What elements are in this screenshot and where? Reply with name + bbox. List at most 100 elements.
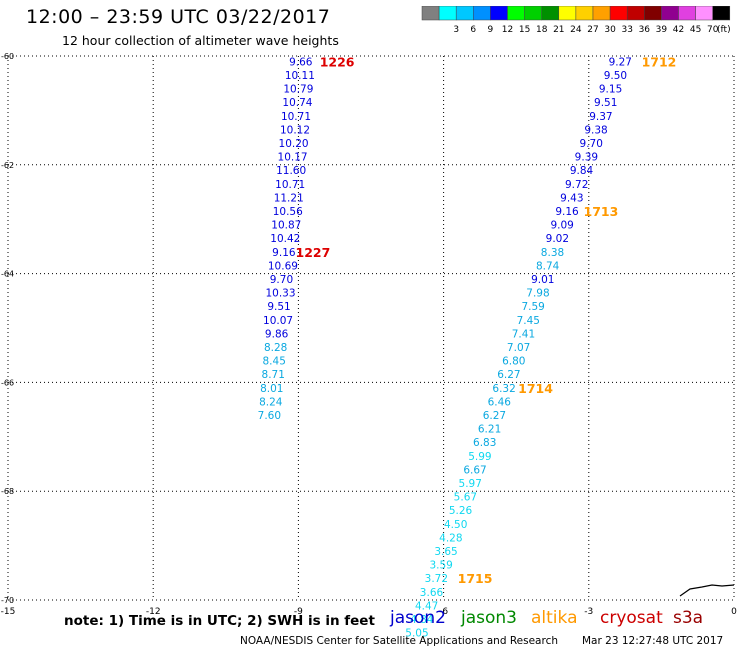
y-tick-label: -62	[1, 161, 14, 170]
wave-height-value: 5.67	[454, 492, 477, 504]
wave-height-value: 4.47	[415, 600, 438, 612]
legend-tick-label: 9	[488, 25, 494, 35]
wave-height-value: 4.50	[444, 519, 467, 531]
wave-height-value: 6.80	[502, 356, 525, 368]
wave-height-value: 3.59	[429, 560, 452, 572]
pass-time-label: 1227	[296, 245, 331, 260]
legend-tick-label: 21	[553, 25, 564, 35]
wave-height-value: 7.41	[512, 328, 535, 340]
wave-height-value: 8.71	[262, 369, 285, 381]
x-tick-label: -15	[1, 607, 16, 617]
wave-height-value: 5.26	[449, 505, 473, 517]
footer-note: note: 1) Time is in UTC; 2) SWH is in fe…	[64, 613, 375, 629]
wave-height-value: 7.45	[517, 315, 540, 327]
wave-height-value: 10.33	[265, 288, 295, 300]
y-tick-label: -70	[1, 596, 14, 605]
pass-time-label: 1713	[584, 204, 619, 219]
wave-height-value: 6.46	[488, 396, 512, 408]
wave-height-value: 10.74	[282, 97, 312, 109]
wave-height-value: 8.74	[536, 260, 560, 272]
satellite-label-jason2: jason2	[390, 608, 446, 628]
wave-height-value: 7.59	[521, 301, 544, 313]
wave-height-value: 9.38	[584, 124, 607, 136]
legend-tick-label: 39	[656, 25, 668, 35]
wave-height-value: 6.27	[497, 369, 520, 381]
legend-tick-label: 45	[690, 25, 701, 35]
legend-tick-label: 12	[502, 25, 513, 35]
legend-tick-label: 33	[621, 25, 632, 35]
wave-height-value: 5.99	[468, 451, 491, 463]
wave-height-value: 10.20	[279, 138, 309, 150]
wave-height-value: 3.72	[425, 573, 448, 585]
wave-height-value: 9.70	[580, 138, 603, 150]
wave-height-value: 9.51	[267, 301, 290, 313]
wave-height-value: 4.84	[410, 614, 434, 626]
wave-height-value: 7.98	[526, 288, 549, 300]
wave-height-value: 10.56	[273, 206, 303, 218]
y-tick-label: -64	[1, 270, 14, 279]
wave-height-value: 10.42	[270, 233, 300, 245]
wave-height-value: 10.17	[278, 152, 308, 164]
pass-time-label: 1714	[518, 381, 553, 396]
footer-credit: NOAA/NESDIS Center for Satellite Applica…	[240, 635, 558, 647]
wave-height-value: 3.65	[434, 546, 457, 558]
satellite-label-cryosat: cryosat	[600, 608, 663, 628]
chart-title: 12:00 – 23:59 UTC 03/22/2017	[26, 6, 331, 28]
satellite-label-s3a: s3a	[673, 608, 704, 628]
chart-subtitle: 12 hour collection of altimeter wave hei…	[62, 33, 339, 48]
coastline	[679, 584, 735, 597]
satellite-label-altika: altika	[531, 608, 578, 628]
wave-height-value: 6.32	[492, 383, 515, 395]
y-tick-label: -60	[1, 52, 14, 61]
legend-tick-label: 27	[587, 25, 598, 35]
wave-height-value: 9.01	[531, 274, 554, 286]
legend-tick-label: 30	[604, 25, 616, 35]
wave-height-value: 5.97	[459, 478, 482, 490]
wave-height-value: 8.45	[263, 356, 286, 368]
legend-tick-label: 3	[453, 25, 459, 35]
wave-height-value: 9.84	[570, 165, 594, 177]
legend-tick-label: 36	[639, 25, 651, 35]
pass-time-label: 1226	[320, 54, 355, 69]
wave-height-value: 10.71	[275, 179, 305, 191]
wave-height-value: 9.27	[609, 56, 632, 68]
wave-height-value: 9.70	[270, 274, 293, 286]
wave-height-value: 9.43	[560, 192, 583, 204]
wave-height-value: 9.16	[272, 247, 296, 259]
legend-tick-label: 24	[570, 25, 582, 35]
pass-time-label: 1712	[642, 54, 677, 69]
wave-height-value: 6.67	[463, 464, 486, 476]
color-legend: 3 6 9 12 15 18 21 24 27 30 33 36 39 42 45 70(ft)	[421, 6, 731, 35]
wave-height-value: 8.38	[541, 247, 564, 259]
wave-height-value: 9.16	[555, 206, 579, 218]
wave-height-value: 10.79	[283, 84, 313, 96]
legend-tick-label: 6	[470, 25, 476, 35]
wave-height-value: 9.66	[289, 56, 313, 68]
legend-tick-label: 70	[707, 25, 719, 35]
wave-height-value: 9.86	[265, 328, 289, 340]
wave-height-value: 9.39	[575, 152, 598, 164]
wave-height-value: 6.21	[478, 424, 501, 436]
pass-time-label: 1715	[458, 571, 493, 586]
wave-height-value: 5.05	[405, 628, 428, 640]
legend-tick-label: 42	[673, 25, 684, 35]
wave-height-value: 8.24	[259, 396, 283, 408]
wave-height-value: 11.21	[274, 192, 304, 204]
wave-height-value: 10.07	[263, 315, 293, 327]
wave-height-value: 8.01	[260, 383, 283, 395]
x-tick-label: -3	[584, 607, 593, 617]
wave-height-value: 9.51	[594, 97, 617, 109]
wave-height-value: 9.72	[565, 179, 588, 191]
y-tick-label: -68	[1, 487, 14, 496]
wave-height-value: 6.27	[483, 410, 506, 422]
wave-height-value: 6.83	[473, 437, 496, 449]
legend-unit-label: (ft)	[717, 25, 731, 35]
wave-height-value: 10.69	[268, 260, 298, 272]
legend-swatch	[712, 6, 731, 21]
x-tick-label: -6	[439, 607, 448, 617]
wave-height-value: 7.60	[258, 410, 281, 422]
wave-height-value: 3.66	[420, 587, 444, 599]
x-tick-label: -9	[294, 607, 303, 617]
wave-height-value: 9.02	[546, 233, 569, 245]
wave-height-value: 8.28	[264, 342, 287, 354]
